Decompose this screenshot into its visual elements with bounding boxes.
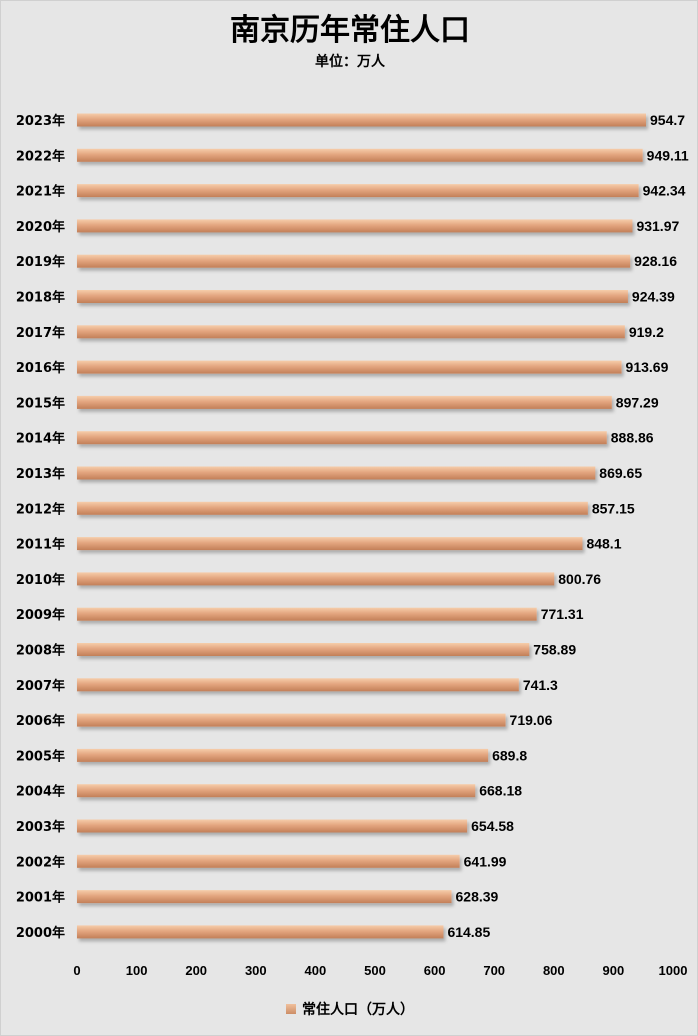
category-label: 2021年 [16, 184, 65, 200]
data-label: 741.3 [523, 677, 558, 693]
data-label: 949.11 [647, 147, 689, 163]
x-tick-label: 200 [185, 963, 207, 978]
category-label: 2006年 [16, 713, 65, 729]
bar [77, 925, 444, 939]
category-label: 2023年 [16, 113, 65, 129]
data-label: 641.99 [464, 853, 507, 869]
category-label: 2010年 [16, 572, 65, 588]
data-label: 719.06 [510, 712, 553, 728]
bar [77, 643, 530, 656]
x-tick-label: 100 [126, 963, 148, 978]
data-label: 888.86 [611, 430, 654, 446]
bar [77, 431, 607, 445]
category-label: 2009年 [16, 607, 65, 623]
data-label: 628.39 [456, 889, 499, 905]
data-label: 771.31 [541, 606, 584, 622]
x-tick-label: 700 [483, 963, 505, 978]
data-label: 869.65 [599, 465, 642, 481]
bar [77, 113, 647, 127]
labels-layer: 2023年 954.7 2022年 949.11 2021年 942.34 2020年 931… [16, 112, 689, 941]
legend-label: 常住人口（万人） [302, 1002, 414, 1018]
data-label: 919.2 [629, 324, 664, 340]
category-label: 2001年 [16, 890, 65, 906]
category-label: 2003年 [16, 819, 65, 835]
data-label: 954.7 [650, 112, 685, 128]
bar [77, 360, 622, 374]
bar [77, 854, 460, 868]
category-label: 2013年 [16, 466, 65, 482]
data-label: 857.15 [592, 500, 635, 516]
x-tick-label: 800 [543, 963, 565, 978]
bar [77, 254, 631, 268]
bar [77, 537, 583, 551]
bar [77, 219, 633, 233]
chart-title: 南京历年常住人口 [230, 13, 470, 48]
data-label: 614.85 [447, 924, 490, 940]
data-label: 931.97 [636, 218, 679, 234]
data-label: 913.69 [626, 359, 669, 375]
bar [77, 148, 643, 162]
category-label: 2022年 [16, 148, 65, 164]
x-tick-label: 500 [364, 963, 386, 978]
category-label: 2000年 [16, 925, 65, 941]
data-label: 848.1 [586, 536, 621, 552]
category-label: 2004年 [16, 784, 65, 800]
bar [77, 184, 639, 198]
category-label: 2017年 [16, 325, 65, 341]
bar [77, 819, 468, 833]
x-tick-label: 600 [424, 963, 446, 978]
category-label: 2007年 [16, 678, 65, 694]
bar [77, 290, 628, 303]
x-tick-label: 900 [603, 963, 625, 978]
category-label: 2019年 [16, 254, 65, 270]
x-tick-label: 400 [305, 963, 327, 978]
bar [77, 890, 452, 904]
category-label: 2016年 [16, 360, 65, 376]
x-tick-label: 0 [73, 963, 80, 978]
category-label: 2012年 [16, 501, 65, 517]
category-label: 2018年 [16, 290, 65, 306]
chart-subtitle: 单位：万人 [315, 54, 385, 70]
category-label: 2011年 [16, 537, 65, 553]
bar [77, 607, 537, 621]
category-label: 2008年 [16, 643, 65, 659]
data-label: 689.8 [492, 747, 527, 763]
bar [77, 466, 596, 480]
category-label: 2014年 [16, 431, 65, 447]
x-axis: 0 100 200 300 400 500 600 700 800 900 1000 [73, 963, 687, 978]
category-label: 2002年 [16, 854, 65, 870]
bar [77, 501, 588, 515]
data-label: 668.18 [479, 783, 522, 799]
bar [77, 572, 555, 586]
bars-layer [77, 113, 647, 939]
legend: 常住人口（万人） [1, 999, 698, 1019]
bar [77, 713, 506, 727]
x-tick-label: 1000 [659, 963, 688, 978]
data-label: 924.39 [632, 289, 675, 305]
category-label: 2005年 [16, 748, 65, 764]
data-label: 897.29 [616, 394, 659, 410]
data-label: 928.16 [634, 253, 677, 269]
legend-swatch [286, 1004, 296, 1014]
bar [77, 784, 476, 798]
bar [77, 395, 612, 409]
bar [77, 748, 489, 762]
data-label: 942.34 [643, 183, 686, 199]
data-label: 758.89 [533, 642, 576, 658]
category-label: 2020年 [16, 219, 65, 235]
bar [77, 678, 519, 692]
data-label: 654.58 [471, 818, 514, 834]
x-tick-label: 300 [245, 963, 267, 978]
data-label: 800.76 [558, 571, 601, 587]
category-label: 2015年 [16, 395, 65, 411]
bar [77, 325, 625, 339]
